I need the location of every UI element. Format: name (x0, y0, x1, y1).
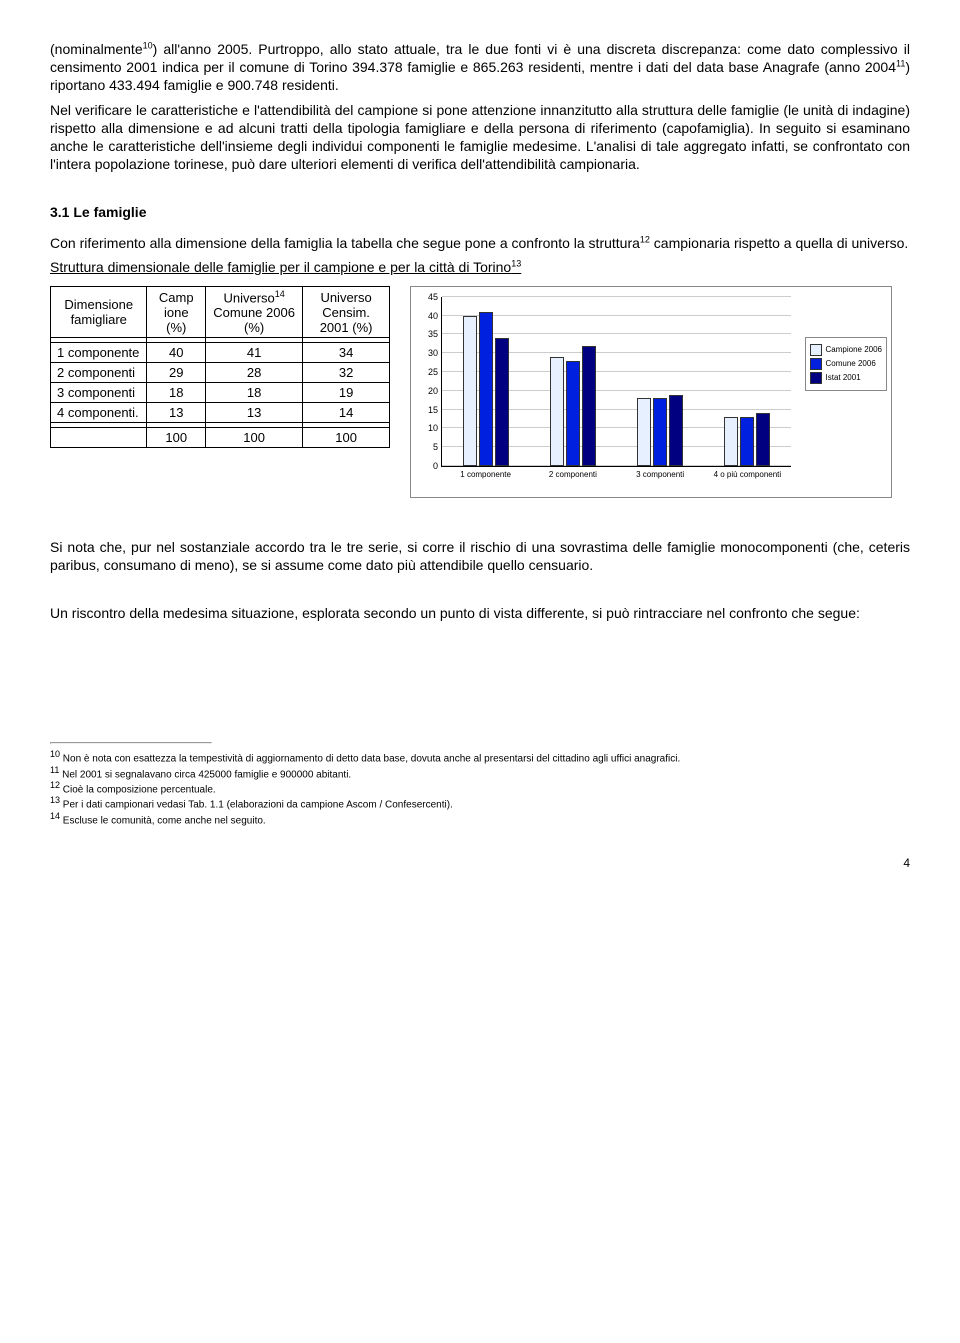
text: ) all'anno 2005. Purtroppo, allo stato a… (50, 41, 910, 75)
page-number: 4 (50, 856, 910, 870)
footnotes: 10 Non è nota con esattezza la tempestiv… (50, 742, 910, 826)
chart-legend: Campione 2006Comune 2006Istat 2001 (805, 337, 887, 391)
paragraph-5: Un riscontro della medesima situazione, … (50, 604, 910, 622)
table-row: 4 componenti.131314 (51, 403, 390, 423)
footnote-13: 13 Per i dati campionari vedasi Tab. 1.1… (50, 795, 910, 810)
paragraph-1: (nominalmente10) all'anno 2005. Purtropp… (50, 40, 910, 95)
table-title: Struttura dimensionale delle famiglie pe… (50, 258, 910, 276)
table-row: 3 componenti181819 (51, 383, 390, 403)
footnote-ref-13: 13 (511, 258, 521, 268)
footnote-ref-11: 11 (896, 59, 905, 69)
paragraph-2: Nel verificare le caratteristiche e l'at… (50, 101, 910, 174)
footnote-ref-12: 12 (640, 234, 650, 244)
table-row: 2 componenti292832 (51, 363, 390, 383)
table-row: 1 componente404134 (51, 343, 390, 363)
family-size-chart: 0510152025303540451 componente2 componen… (410, 286, 892, 498)
paragraph-3: Con riferimento alla dimensione della fa… (50, 234, 910, 252)
col-header-dimensione: Dimensione famigliare (51, 286, 147, 337)
family-size-table: Dimensione famigliare Camp ione (%) Univ… (50, 286, 390, 448)
text: campionaria rispetto a quella di univers… (650, 235, 908, 251)
footnote-11: 11 Nel 2001 si segnalavano circa 425000 … (50, 765, 910, 780)
paragraph-4: Si nota che, pur nel sostanziale accordo… (50, 538, 910, 574)
col-header-universo-comune: Universo14 Comune 2006 (%) (206, 286, 303, 337)
footnote-10: 10 Non è nota con esattezza la tempestiv… (50, 749, 910, 764)
col-header-campione: Camp ione (%) (147, 286, 206, 337)
col-header-universo-censim: Universo Censim. 2001 (%) (303, 286, 390, 337)
section-title-3-1: 3.1 Le famiglie (50, 203, 910, 221)
table-total-row: 100100100 (51, 428, 390, 448)
text: Struttura dimensionale delle famiglie pe… (50, 259, 511, 275)
text: (nominalmente (50, 41, 143, 57)
footnote-14: 14 Escluse le comunità, come anche nel s… (50, 811, 910, 826)
text: Con riferimento alla dimensione della fa… (50, 235, 640, 251)
footnote-ref-10: 10 (143, 40, 153, 50)
footnote-12: 12 Cioè la composizione percentuale. (50, 780, 910, 795)
